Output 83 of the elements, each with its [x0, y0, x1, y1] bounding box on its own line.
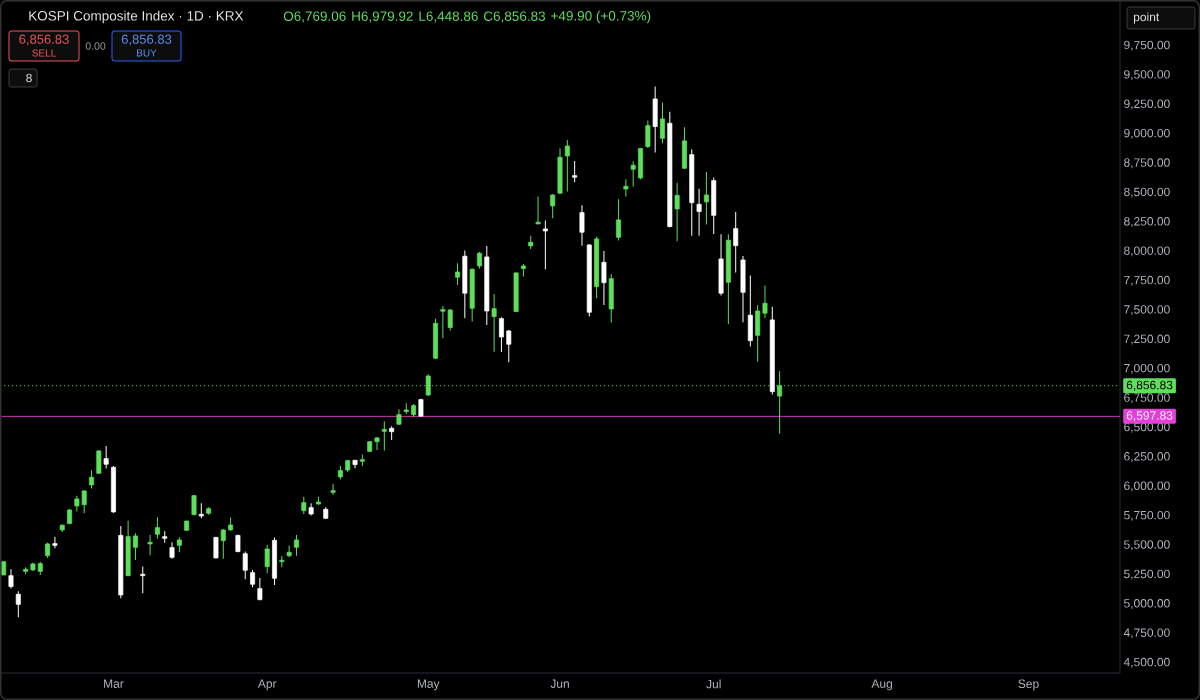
- y-tick-label: 8,250.00: [1124, 217, 1170, 227]
- x-tick-label: Mar: [104, 679, 124, 688]
- candlestick: [579, 204, 585, 247]
- y-tick-label: 8,500.00: [1124, 187, 1170, 198]
- x-tick-label: May: [417, 679, 440, 691]
- candlestick: [777, 370, 783, 435]
- candlestick: [220, 528, 226, 560]
- candlestick: [140, 566, 146, 594]
- candlestick: [601, 250, 607, 306]
- candlestick: [213, 536, 219, 559]
- y-tick-label: 6,250.00: [1124, 452, 1170, 463]
- candlestick: [242, 551, 248, 580]
- candlestick: [660, 102, 665, 144]
- candlestick: [616, 198, 622, 242]
- y-tick-label: 7,250.00: [1124, 334, 1170, 345]
- candlestick: [623, 178, 629, 198]
- candlestick: [294, 534, 299, 557]
- candlestick: [15, 590, 21, 618]
- x-tick-label: Jul: [706, 679, 721, 689]
- candlestick: [696, 188, 702, 237]
- y-tick-label: 9,500.00: [1124, 70, 1170, 81]
- x-tick-label: Sep: [1018, 679, 1039, 691]
- text: KOSPI Composite Index · 1D · KRX: [29, 10, 244, 24]
- x-tick-label: Aug: [871, 679, 892, 691]
- candlestick: [762, 285, 768, 319]
- candlestick: [572, 160, 578, 183]
- annotation: 6,856.83: [19, 34, 69, 46]
- y-tick-label: 5,250.00: [1124, 569, 1170, 580]
- x-tick-label: Apr: [257, 679, 277, 691]
- y-tick-label: 4,500.00: [1123, 657, 1170, 668]
- candlestick: [330, 483, 336, 496]
- candlestick: [374, 436, 380, 451]
- annotation: O6,769.06: [283, 11, 346, 23]
- candlestick: [381, 420, 387, 452]
- y-tick-label: 9,250.00: [1124, 99, 1170, 110]
- ref-line-label: 6,597.83: [1126, 411, 1173, 422]
- x-tick-label: Jun: [550, 679, 569, 688]
- annotation: 8: [26, 73, 32, 83]
- y-tick-label: 8,000.00: [1124, 246, 1170, 257]
- y-tick-label: 6,000.00: [1124, 481, 1170, 492]
- candlestick: [733, 211, 739, 274]
- y-tick-label: 9,750.00: [1124, 40, 1170, 51]
- annotation: 0.00: [85, 42, 106, 50]
- candlestick: [703, 171, 709, 226]
- candlestick: [52, 536, 58, 549]
- candlestick: [550, 193, 556, 219]
- candlestick: [103, 445, 109, 470]
- candlestick: [147, 534, 153, 556]
- y-tick-label: 4,750.00: [1123, 628, 1170, 639]
- candlestick: [564, 139, 570, 193]
- candlestick: [89, 469, 94, 490]
- candlestick: [455, 262, 460, 286]
- annotation: SELL: [32, 49, 56, 57]
- candlestick: [506, 329, 512, 363]
- ref-line-label: 6,856.83: [1126, 380, 1173, 391]
- text: point: [1133, 12, 1160, 24]
- y-tick-label: 6,500.00: [1124, 422, 1170, 433]
- candlestick: [491, 293, 497, 353]
- candlestick: [645, 120, 651, 149]
- y-tick-label: 5,500.00: [1124, 540, 1170, 551]
- annotation: H6,979.92: [352, 11, 413, 23]
- y-tick-label: 7,000.00: [1124, 363, 1170, 374]
- y-tick-label: 8,750.00: [1124, 158, 1170, 169]
- annotation: BUY: [137, 49, 157, 57]
- candlestick: [630, 160, 636, 188]
- y-tick-label: 7,500.00: [1124, 305, 1170, 316]
- annotation: C6,856.83: [484, 11, 546, 23]
- y-tick-label: 6,750.00: [1124, 393, 1170, 404]
- candlestick: [674, 182, 680, 242]
- candlestick: [542, 220, 548, 270]
- y-tick-label: 9,000.00: [1124, 128, 1170, 139]
- annotation: L6,448.86: [419, 11, 478, 23]
- candlestick: [498, 316, 504, 353]
- candlestick: [8, 568, 14, 590]
- annotation: +49.90 (+0.73%): [551, 10, 651, 24]
- candlestick: [535, 196, 541, 225]
- candlestick: [264, 544, 270, 574]
- y-tick-label: 5,750.00: [1124, 510, 1170, 521]
- candlestick: [132, 532, 138, 561]
- y-tick-label: 7,750.00: [1124, 275, 1170, 286]
- annotation: 6,856.83: [121, 34, 172, 46]
- y-tick-label: 5,000.00: [1124, 599, 1170, 609]
- candlestick: [154, 516, 160, 540]
